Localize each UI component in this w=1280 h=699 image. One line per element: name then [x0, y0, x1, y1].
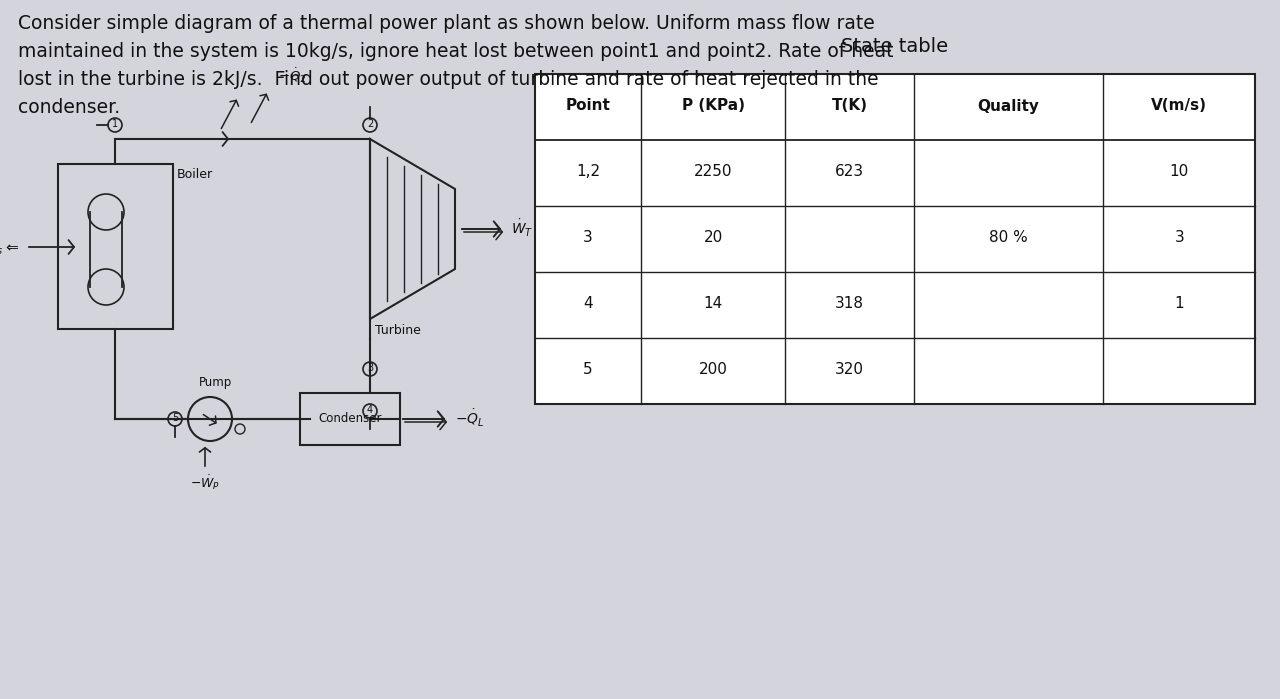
Text: $-\dot{W}_P$: $-\dot{W}_P$ [189, 473, 220, 491]
Text: 318: 318 [835, 296, 864, 312]
Text: 1,2: 1,2 [576, 164, 600, 180]
Bar [535, 74, 1254, 404]
Text: 3: 3 [367, 363, 372, 373]
Text: 80 %: 80 % [989, 231, 1028, 245]
Text: 14: 14 [704, 296, 723, 312]
Text: Pump: Pump [198, 376, 232, 389]
Text: 3: 3 [584, 231, 593, 245]
Text: 3: 3 [1174, 231, 1184, 245]
Bar [300, 393, 399, 445]
Text: 4: 4 [367, 405, 372, 415]
Text: 320: 320 [835, 363, 864, 377]
Text: $-\dot{Q}_2$: $-\dot{Q}_2$ [278, 66, 307, 85]
Text: 5: 5 [172, 413, 178, 423]
Text: Point: Point [566, 99, 611, 113]
Text: 10: 10 [1170, 164, 1189, 180]
Text: $\dot{Q}_s$: $\dot{Q}_s$ [0, 236, 3, 257]
Text: 1: 1 [1174, 296, 1184, 312]
Text: 20: 20 [704, 231, 723, 245]
Text: V(m/s): V(m/s) [1151, 99, 1207, 113]
Text: Boiler: Boiler [177, 168, 214, 181]
Text: 1: 1 [111, 119, 118, 129]
Bar [58, 164, 173, 329]
Text: 2250: 2250 [694, 164, 732, 180]
Text: Consider simple diagram of a thermal power plant as shown below. Uniform mass fl: Consider simple diagram of a thermal pow… [18, 14, 893, 117]
Text: $\Leftarrow$: $\Leftarrow$ [3, 238, 20, 254]
Text: Quality: Quality [978, 99, 1039, 113]
Text: T(K): T(K) [832, 99, 868, 113]
Text: $\dot{W}_T$: $\dot{W}_T$ [511, 217, 534, 238]
Text: P (KPa): P (KPa) [682, 99, 745, 113]
Text: Turbine: Turbine [375, 324, 421, 337]
Text: 5: 5 [584, 363, 593, 377]
Text: Condenser: Condenser [319, 412, 381, 424]
Text: 200: 200 [699, 363, 727, 377]
Text: 4: 4 [584, 296, 593, 312]
Text: 623: 623 [835, 164, 864, 180]
Text: State table: State table [841, 37, 948, 56]
Text: $-\dot{Q}_L$: $-\dot{Q}_L$ [454, 408, 485, 428]
Text: 2: 2 [367, 119, 374, 129]
